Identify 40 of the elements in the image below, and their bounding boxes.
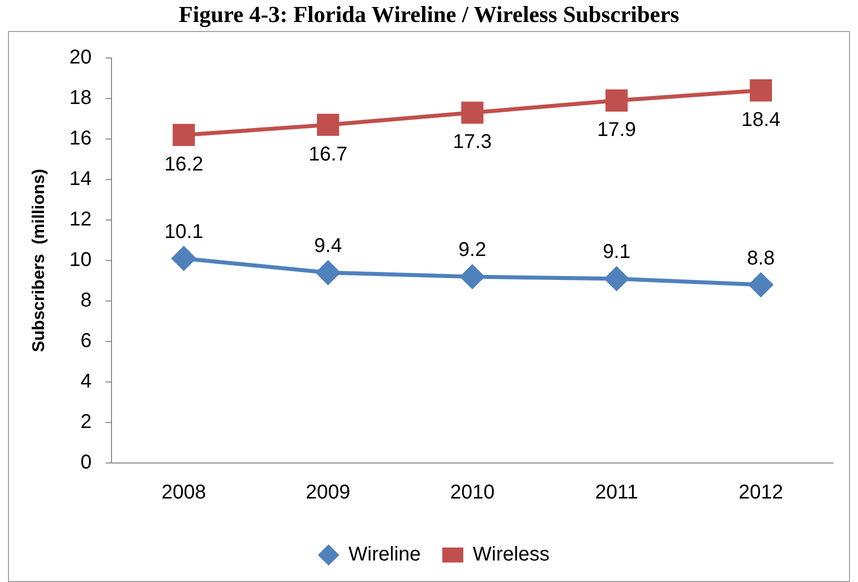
y-tick-label: 20 [69,46,92,69]
y-tick-label: 18 [69,87,92,110]
point [171,246,196,271]
point [172,124,195,146]
data-label: 17.3 [452,131,492,154]
y-tick-label: 8 [80,290,92,312]
y-tick-label: 2 [80,411,92,434]
y-tick-label: 4 [80,370,92,393]
x-tick-label: 2010 [450,482,495,504]
point [461,102,484,124]
x-tick-label: 2009 [306,482,350,504]
data-label: 9.2 [458,239,486,262]
data-label: 9.4 [314,235,342,258]
y-tick-label: 6 [80,330,92,352]
data-label: 18.4 [741,108,780,131]
y-tick-label: 12 [69,208,92,231]
data-label: 9.1 [602,241,630,264]
point [316,114,340,136]
data-label: 16.2 [164,153,204,176]
y-axis-title: Subscribers (millions) [28,168,48,352]
y-tick-label: 10 [69,249,92,272]
x-tick-label: 2011 [595,482,638,504]
y-tick-label: 0 [80,452,92,474]
legend-label: Wireline [348,544,421,566]
data-label: 10.1 [164,220,204,243]
point [748,272,774,298]
point [605,89,628,112]
point [316,260,341,286]
data-label: 16.7 [308,143,348,166]
y-tick-label: 16 [69,128,92,150]
legend-label: Wireless [472,544,550,566]
x-tick-label: 2012 [738,482,784,504]
point [460,264,485,290]
y-tick-label: 14 [69,168,92,190]
data-label: 8.8 [746,247,775,270]
point [750,79,772,102]
x-tick-label: 2008 [162,482,206,504]
chart-title: Figure 4-3: Florida Wireline / Wireless Subscribers [178,2,680,28]
point [604,266,630,292]
data-label: 17.9 [597,119,636,142]
